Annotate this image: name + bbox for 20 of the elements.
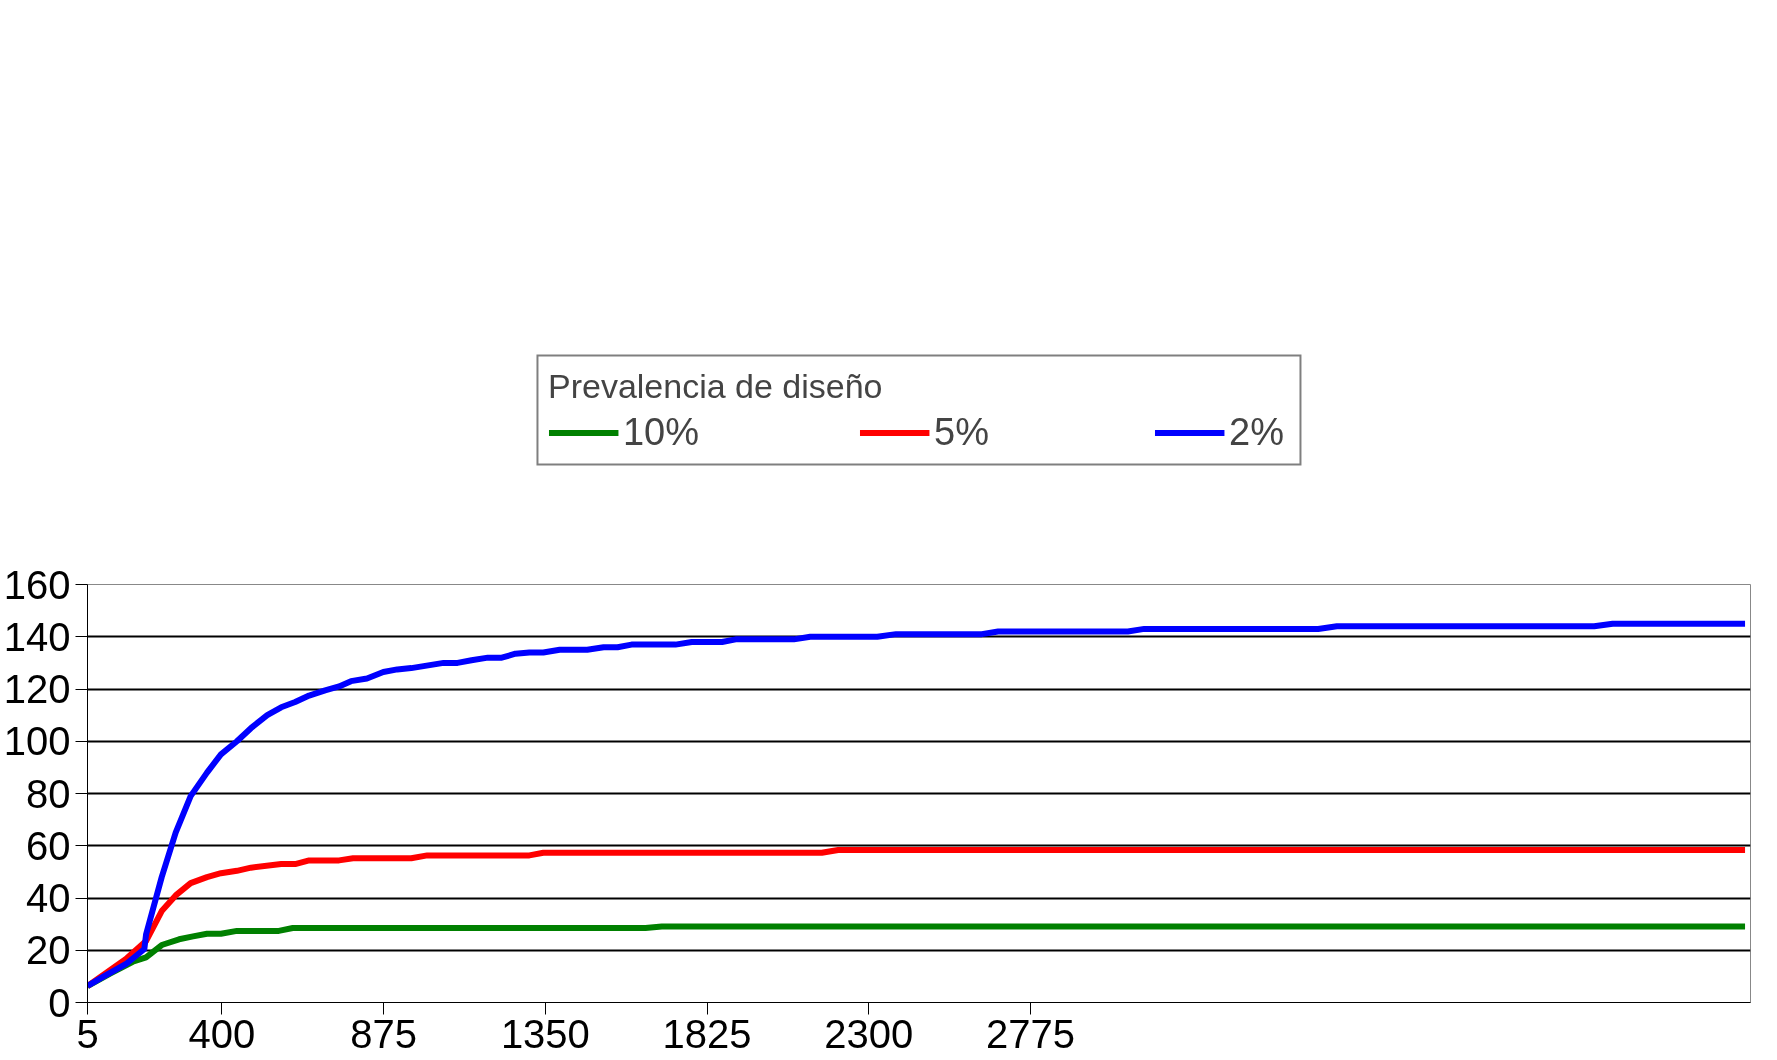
y-tick-label: 60 [26,823,71,868]
x-tick-label: 2300 [824,1011,914,1056]
y-tick-label: 20 [26,928,71,973]
x-tick-label: 2775 [986,1011,1075,1056]
y-tick-label: 80 [26,771,71,816]
y-tick-label: 140 [3,614,71,659]
y-tick-label: 120 [3,667,71,711]
legend-label: 10% [622,410,700,454]
x-tick-label: 1350 [500,1011,590,1056]
y-tick-label: 40 [26,876,71,920]
y-tick-label: 160 [3,562,71,607]
x-tick-label: 400 [188,1011,256,1056]
legend-label: 2% [1229,410,1285,454]
x-tick-label: 5 [76,1011,99,1056]
y-tick-label: 100 [3,719,71,764]
x-tick-label: 1825 [662,1011,752,1056]
legend-title: Prevalencia de diseño [547,366,884,406]
legend-label: 5% [934,410,990,454]
y-tick-label: 0 [48,980,71,1025]
x-tick-label: 875 [350,1011,418,1056]
